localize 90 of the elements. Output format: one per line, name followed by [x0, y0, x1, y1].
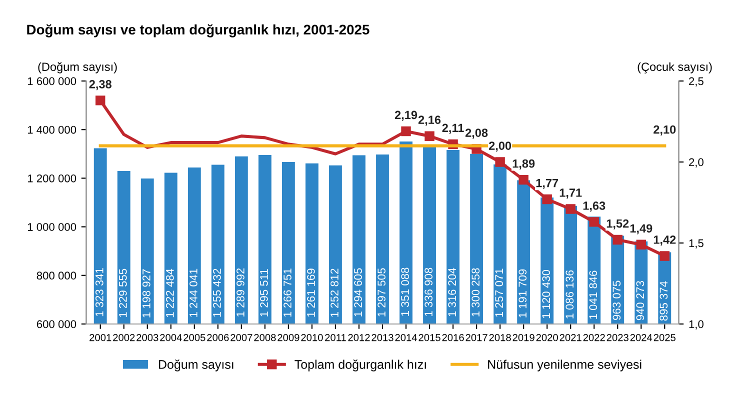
data-label: 1 336 908: [424, 268, 433, 316]
data-label: 1,89: [512, 159, 535, 170]
data-label: 1 252 812: [330, 268, 338, 317]
point: [636, 240, 646, 250]
data-label: 1,49: [630, 224, 652, 234]
x-tick-label: 2011: [325, 334, 346, 342]
y-axis-title: (Doğum sayısı): [38, 62, 117, 74]
point: [589, 217, 599, 227]
data-label: 1 316 204: [448, 268, 456, 316]
y-tick-label: 1 200 000: [28, 174, 76, 182]
data-label: 1 198 927: [142, 269, 150, 318]
x-tick-label: 2006: [207, 334, 229, 342]
data-label: 895 374: [660, 281, 668, 321]
legend-label: Toplam doğurganlık hızı: [294, 360, 426, 372]
point: [495, 157, 505, 167]
y2-tick-label: 2,0: [689, 158, 704, 168]
y2-tick-label: 1,5: [689, 239, 704, 248]
y-tick-label: 1 600 000: [28, 77, 76, 86]
data-label: 1 289 992: [236, 268, 244, 316]
data-label: 1 120 430: [542, 270, 550, 318]
x-tick-label: 2016: [442, 334, 464, 342]
data-label: 2,08: [465, 128, 488, 139]
y-tick-label: 600 000: [36, 320, 76, 328]
point: [612, 234, 622, 245]
legend-label: Nüfusun yenilenme seviyesi: [488, 360, 642, 372]
point: [518, 174, 528, 185]
x-tick-label: 2007: [230, 334, 252, 342]
point: [401, 126, 411, 136]
data-label: 1,71: [560, 188, 582, 199]
point: [95, 96, 106, 106]
data-label: 1 300 258: [472, 268, 480, 316]
point: [424, 131, 434, 141]
x-tick-label: 2024: [630, 334, 652, 342]
x-tick-label: 2010: [301, 334, 323, 342]
data-label: 1 261 169: [307, 268, 315, 317]
x-tick-label: 2014: [395, 334, 417, 342]
x-tick-label: 2001: [90, 334, 112, 342]
data-label: 1 266 751: [284, 268, 292, 317]
x-tick-label: 2005: [184, 334, 206, 342]
x-tick-label: 2018: [489, 334, 511, 342]
x-tick-label: 2015: [418, 334, 440, 342]
x-tick-label: 2008: [254, 334, 276, 342]
data-label: 1 257 071: [495, 268, 504, 317]
data-label: 1 255 432: [213, 268, 221, 317]
data-label: 1 351 088: [401, 268, 409, 316]
x-tick-label: 2022: [583, 334, 605, 342]
y2-tick-label: 2,5: [689, 77, 704, 86]
x-tick-label: 2009: [278, 334, 300, 342]
x-tick-label: 2013: [372, 334, 394, 342]
data-label: 2,10: [654, 125, 676, 136]
x-tick-label: 2021: [560, 334, 582, 342]
x-tick-label: 2017: [466, 334, 488, 342]
data-label: 2,16: [418, 116, 441, 126]
data-label: 2,11: [442, 124, 464, 134]
data-label: 963 075: [612, 280, 621, 320]
y2-axis-title: (Çocuk sayısı): [638, 62, 712, 74]
y2-tick-label: 1,0: [689, 320, 704, 330]
point: [542, 194, 552, 204]
x-tick-label: 2019: [512, 334, 534, 342]
data-label: 1,42: [654, 236, 676, 246]
data-label: 1 222 484: [166, 268, 174, 318]
data-label: 1 297 505: [378, 268, 386, 316]
data-label: 1 086 136: [566, 270, 574, 318]
data-label: 1 244 041: [190, 268, 198, 317]
data-label: 1 323 341: [95, 268, 104, 316]
data-label: 1 191 709: [518, 269, 527, 318]
data-label: 2,38: [89, 80, 112, 90]
data-label: 940 273: [636, 281, 644, 320]
x-tick-label: 2002: [113, 334, 135, 342]
legend-label: Doğum sayısı: [159, 360, 234, 372]
x-tick-label: 2012: [348, 334, 370, 342]
data-label: 1,52: [606, 219, 629, 230]
x-tick-label: 2023: [606, 334, 628, 342]
data-label: 1,77: [536, 178, 558, 189]
x-tick-label: 2020: [536, 334, 558, 342]
point: [660, 251, 670, 261]
data-label: 2,19: [394, 110, 418, 121]
y-tick-label: 800 000: [36, 272, 76, 280]
chart-title: Doğum sayısı ve toplam doğurganlık hızı, 2001-2025: [27, 24, 370, 38]
x-tick-label: 2004: [160, 334, 182, 342]
y-tick-label: 1 000 000: [28, 223, 76, 231]
x-tick-label: 2025: [654, 334, 676, 342]
y-tick-label: 1 400 000: [28, 126, 76, 134]
data-label: 1 295 511: [260, 269, 268, 316]
data-label: 1,63: [583, 202, 606, 212]
data-label: 1 229 555: [118, 268, 127, 318]
x-tick-label: 2003: [136, 334, 158, 342]
data-label: 1 041 846: [589, 270, 598, 319]
data-label: 1 294 605: [354, 268, 362, 316]
point: [566, 204, 576, 214]
